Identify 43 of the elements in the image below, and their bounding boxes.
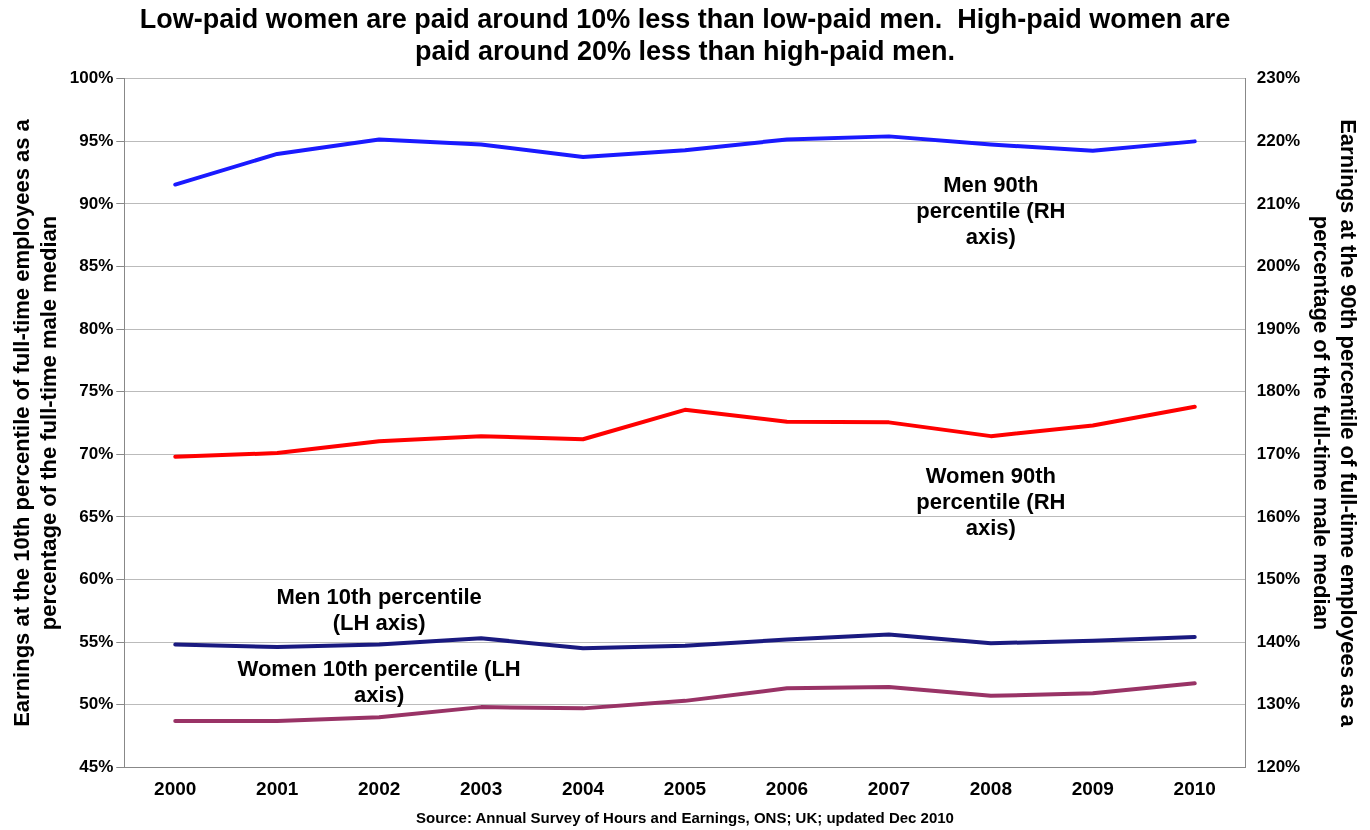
- y2-tick-label: 140%: [1256, 631, 1301, 651]
- series-label: Women 10th percentile (LH axis): [237, 656, 521, 708]
- x-tick-label: 2003: [459, 777, 503, 799]
- series-label: Men 90th percentile (RH axis): [916, 171, 1066, 249]
- y2-tick-label: 190%: [1256, 318, 1301, 338]
- y2-tick-label: 230%: [1256, 68, 1301, 88]
- y-tick-label: 45%: [79, 756, 114, 776]
- y-tick-label: 75%: [79, 381, 114, 401]
- series-label: Women 90th percentile (RH axis): [916, 463, 1066, 541]
- x-tick-label: 2005: [663, 777, 707, 799]
- series-label: Men 10th percentile (LH axis): [276, 583, 482, 635]
- x-tick-label: 2009: [1071, 777, 1114, 799]
- source-note: Source: Annual Survey of Hours and Earnings, ONS; UK; updated Dec 2010: [416, 808, 954, 826]
- y-tick-label: 100%: [69, 68, 114, 88]
- y-axis-title: Earnings at the 10th percentile of full-time employees as a percentage of the full-time male median: [9, 118, 61, 727]
- x-tick-label: 2004: [561, 777, 605, 799]
- y2-tick-label: 160%: [1256, 506, 1301, 526]
- y2-tick-label: 210%: [1256, 193, 1301, 213]
- x-tick-label: 2008: [969, 777, 1012, 799]
- x-tick-label: 2000: [154, 777, 197, 799]
- y2-tick-label: 220%: [1256, 131, 1301, 151]
- y-tick-label: 95%: [79, 131, 114, 151]
- y2-tick-label: 150%: [1256, 569, 1301, 589]
- x-tick-label: 2002: [358, 777, 401, 799]
- chart-title: Low-paid women are paid around 10% less than low-paid men. High-paid women are paid around 20% less than high-paid men.: [139, 3, 1231, 67]
- y-tick-label: 60%: [79, 569, 114, 589]
- y-tick-label: 85%: [79, 256, 114, 276]
- y2-tick-label: 130%: [1256, 694, 1301, 714]
- y2-tick-label: 180%: [1256, 381, 1301, 401]
- y2-tick-label: 170%: [1256, 443, 1301, 463]
- y-tick-label: 55%: [79, 631, 114, 651]
- x-tick-label: 2006: [765, 777, 809, 799]
- y2-axis-title: Earnings at the 90th percentile of full-time employees as a percentage of the full-time male median: [1309, 119, 1361, 728]
- x-tick-label: 2007: [867, 777, 911, 799]
- y-tick-label: 50%: [79, 694, 114, 714]
- y-tick-label: 80%: [79, 318, 114, 338]
- x-tick-label: 2001: [256, 777, 299, 799]
- y2-tick-label: 120%: [1256, 756, 1301, 776]
- y-tick-label: 70%: [79, 443, 114, 463]
- y-tick-label: 65%: [79, 506, 114, 526]
- y-tick-label: 90%: [79, 193, 114, 213]
- x-tick-label: 2010: [1173, 777, 1216, 799]
- y2-tick-label: 200%: [1256, 256, 1301, 276]
